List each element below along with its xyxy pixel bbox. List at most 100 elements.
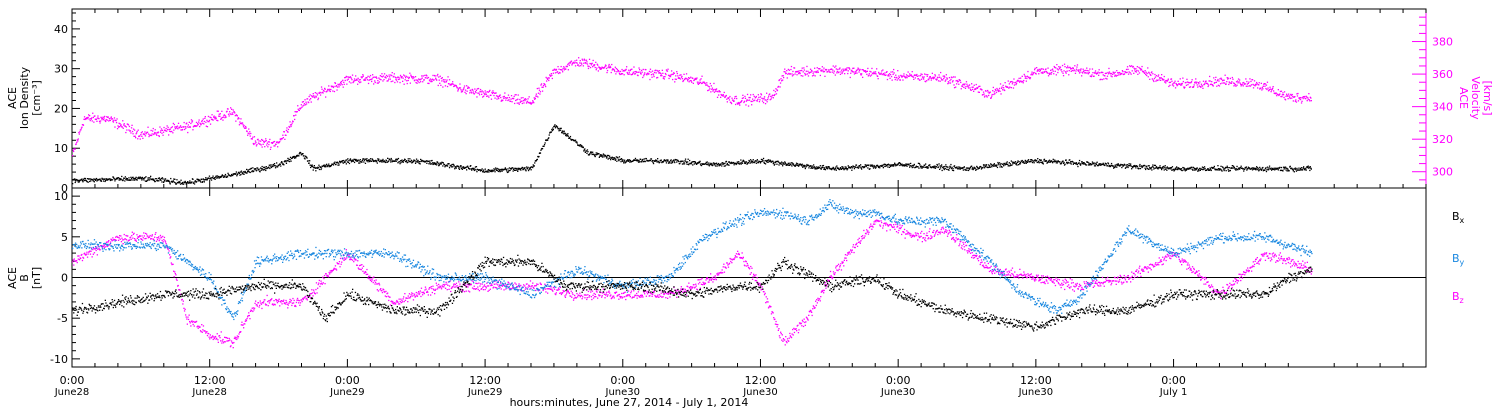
velocity-point bbox=[823, 67, 825, 69]
density-point bbox=[432, 163, 434, 166]
density-point bbox=[369, 159, 371, 162]
velocity-point bbox=[765, 99, 767, 101]
velocity-point bbox=[969, 89, 972, 91]
velocity-point bbox=[903, 73, 905, 75]
velocity-point bbox=[986, 96, 988, 98]
velocity-point bbox=[115, 122, 118, 124]
velocity-point bbox=[72, 155, 74, 157]
velocity-point bbox=[1180, 84, 1182, 86]
velocity-point bbox=[1164, 81, 1166, 83]
velocity-point bbox=[1179, 83, 1181, 85]
velocity-point bbox=[1146, 74, 1148, 77]
density-point bbox=[750, 159, 752, 161]
velocity-point bbox=[1085, 69, 1087, 72]
density-point bbox=[890, 164, 893, 166]
density-point bbox=[618, 156, 621, 158]
density-point bbox=[1060, 162, 1063, 164]
velocity-point bbox=[219, 115, 221, 117]
density-point bbox=[248, 170, 250, 172]
velocity-point bbox=[418, 78, 420, 80]
velocity-point bbox=[227, 113, 230, 115]
density-point bbox=[716, 165, 718, 167]
density-point bbox=[173, 178, 175, 180]
density-point bbox=[1153, 164, 1156, 166]
density-point bbox=[772, 160, 774, 162]
density-point bbox=[314, 167, 316, 169]
velocity-point bbox=[629, 73, 631, 75]
velocity-point bbox=[855, 69, 858, 71]
velocity-point bbox=[1223, 79, 1225, 81]
density-point bbox=[1303, 167, 1305, 170]
density-point bbox=[1174, 168, 1176, 170]
velocity-point bbox=[590, 64, 593, 66]
density-point bbox=[157, 180, 159, 182]
velocity-point bbox=[429, 78, 432, 80]
velocity-point bbox=[802, 75, 804, 77]
bz-point bbox=[85, 254, 87, 256]
velocity-point bbox=[371, 78, 373, 80]
density-point bbox=[1150, 167, 1152, 170]
density-point bbox=[707, 163, 709, 165]
velocity-point bbox=[206, 126, 209, 128]
density-point bbox=[268, 164, 270, 166]
velocity-point bbox=[503, 95, 505, 98]
velocity-point bbox=[140, 134, 142, 136]
velocity-point bbox=[628, 69, 630, 71]
density-point bbox=[1237, 168, 1239, 171]
velocity-point bbox=[1265, 87, 1267, 90]
velocity-point bbox=[294, 118, 296, 121]
velocity-point bbox=[550, 73, 552, 75]
velocity-point bbox=[738, 101, 740, 104]
velocity-point bbox=[1257, 87, 1259, 89]
density-point bbox=[1194, 169, 1196, 171]
velocity-point bbox=[474, 88, 476, 90]
density-point bbox=[594, 155, 596, 158]
density-point bbox=[242, 173, 244, 175]
velocity-point bbox=[479, 90, 481, 93]
velocity-point bbox=[548, 77, 550, 79]
velocity-point bbox=[1256, 83, 1258, 85]
velocity-point bbox=[1081, 71, 1083, 73]
density-point bbox=[1162, 167, 1164, 169]
density-point bbox=[826, 168, 829, 170]
velocity-point bbox=[388, 78, 390, 80]
velocity-point bbox=[165, 127, 167, 130]
density-point bbox=[1015, 162, 1018, 164]
velocity-point bbox=[244, 127, 246, 129]
velocity-point bbox=[1139, 68, 1142, 70]
density-point bbox=[800, 164, 802, 166]
velocity-point bbox=[828, 69, 830, 71]
density-point bbox=[287, 160, 290, 162]
velocity-point bbox=[1086, 67, 1088, 69]
velocity-point bbox=[478, 92, 480, 94]
density-point bbox=[113, 177, 115, 179]
velocity-point bbox=[247, 134, 249, 136]
velocity-point bbox=[183, 126, 185, 128]
density-point bbox=[874, 165, 876, 167]
density-point bbox=[1079, 164, 1082, 166]
velocity-point bbox=[912, 76, 914, 78]
velocity-point bbox=[595, 69, 597, 71]
density-point bbox=[365, 160, 368, 162]
velocity-point bbox=[747, 99, 749, 101]
density-point bbox=[350, 159, 352, 161]
velocity-point bbox=[248, 128, 250, 130]
density-point bbox=[416, 160, 418, 162]
velocity-point bbox=[638, 67, 640, 69]
velocity-point bbox=[377, 82, 379, 84]
velocity-point bbox=[1305, 95, 1307, 97]
density-point bbox=[223, 176, 225, 178]
velocity-point bbox=[1262, 85, 1264, 87]
velocity-point bbox=[912, 75, 914, 78]
velocity-point bbox=[771, 96, 773, 98]
density-point bbox=[491, 170, 493, 173]
velocity-point bbox=[608, 63, 610, 66]
density-point bbox=[1027, 159, 1030, 161]
velocity-point bbox=[1029, 77, 1032, 79]
velocity-point bbox=[990, 97, 992, 99]
velocity-point bbox=[864, 70, 866, 72]
density-point bbox=[893, 164, 895, 166]
density-point bbox=[934, 167, 937, 169]
velocity-point bbox=[1107, 73, 1110, 75]
velocity-point bbox=[159, 131, 162, 133]
